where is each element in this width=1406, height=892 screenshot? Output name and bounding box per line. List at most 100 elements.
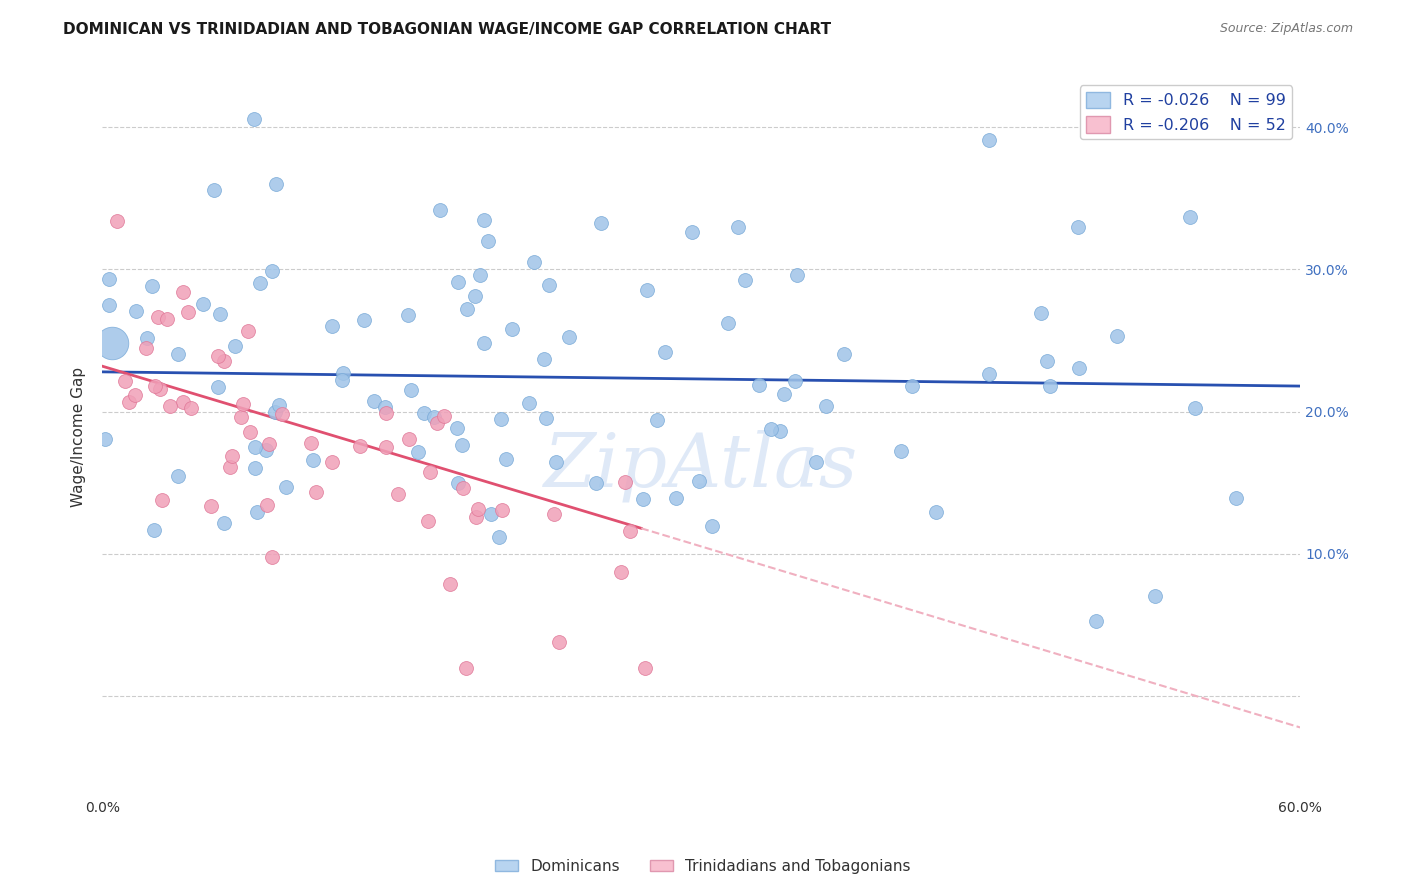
Point [1178, 210, 1201, 224]
Point [97, 271, 120, 285]
Point [267, 398, 290, 412]
Point [398, 432, 420, 446]
Point [654, 344, 676, 359]
Point [589, 216, 612, 230]
Point [446, 421, 468, 435]
Point [172, 285, 194, 299]
Point [172, 395, 194, 409]
Point [1184, 401, 1206, 415]
Point [523, 255, 546, 269]
Point [688, 474, 710, 488]
Point [1035, 354, 1057, 368]
Point [1084, 614, 1107, 628]
Point [97, 298, 120, 312]
Point [221, 449, 243, 463]
Point [419, 466, 441, 480]
Point [208, 307, 231, 321]
Point [645, 413, 668, 427]
Point [558, 330, 581, 344]
Point [239, 425, 262, 439]
Point [832, 347, 855, 361]
Point [232, 396, 254, 410]
Point [200, 499, 222, 513]
Point [700, 519, 723, 533]
Point [224, 338, 246, 352]
Point [396, 308, 419, 322]
Point [1143, 590, 1166, 604]
Point [533, 351, 555, 366]
Point [769, 424, 792, 438]
Point [636, 283, 658, 297]
Point [717, 316, 740, 330]
Point [465, 509, 488, 524]
Point [243, 461, 266, 475]
Point [446, 475, 468, 490]
Point [1066, 220, 1088, 235]
Legend: Dominicans, Trinidadians and Tobagonians: Dominicans, Trinidadians and Tobagonians [489, 853, 917, 880]
Point [619, 524, 641, 538]
Point [585, 476, 607, 491]
Point [454, 661, 477, 675]
Point [538, 278, 561, 293]
Point [374, 400, 396, 414]
Point [167, 469, 190, 483]
Point [101, 336, 124, 351]
Point [166, 347, 188, 361]
Point [451, 481, 474, 495]
Point [439, 576, 461, 591]
Point [332, 366, 354, 380]
Point [202, 184, 225, 198]
Point [773, 386, 796, 401]
Point [456, 302, 478, 317]
Point [1039, 379, 1062, 393]
Point [264, 405, 287, 419]
Point [124, 388, 146, 402]
Point [491, 503, 513, 517]
Point [305, 485, 328, 500]
Point [105, 213, 128, 227]
Point [1225, 491, 1247, 505]
Point [363, 394, 385, 409]
Point [141, 278, 163, 293]
Point [785, 374, 807, 388]
Point [734, 273, 756, 287]
Text: ZipAtlas: ZipAtlas [544, 429, 858, 501]
Point [727, 219, 749, 234]
Point [218, 460, 240, 475]
Point [177, 305, 200, 319]
Point [432, 409, 454, 423]
Point [467, 501, 489, 516]
Point [890, 443, 912, 458]
Point [399, 384, 422, 398]
Point [613, 475, 636, 490]
Point [479, 507, 502, 521]
Point [472, 336, 495, 351]
Point [353, 313, 375, 327]
Point [1029, 306, 1052, 320]
Point [264, 177, 287, 191]
Point [238, 324, 260, 338]
Point [406, 444, 429, 458]
Point [207, 380, 229, 394]
Point [242, 112, 264, 126]
Point [501, 322, 523, 336]
Point [748, 378, 770, 392]
Text: Source: ZipAtlas.com: Source: ZipAtlas.com [1219, 22, 1353, 36]
Point [214, 354, 236, 368]
Point [145, 378, 167, 392]
Point [262, 264, 284, 278]
Point [464, 288, 486, 302]
Point [924, 505, 946, 519]
Point [543, 507, 565, 521]
Legend: R = -0.026    N = 99, R = -0.206    N = 52: R = -0.026 N = 99, R = -0.206 N = 52 [1080, 86, 1292, 139]
Point [681, 225, 703, 239]
Point [517, 396, 540, 410]
Point [135, 341, 157, 355]
Point [1067, 360, 1090, 375]
Point [231, 409, 253, 424]
Point [94, 432, 117, 446]
Point [631, 492, 654, 507]
Point [426, 417, 449, 431]
Point [477, 234, 499, 248]
Point [262, 549, 284, 564]
